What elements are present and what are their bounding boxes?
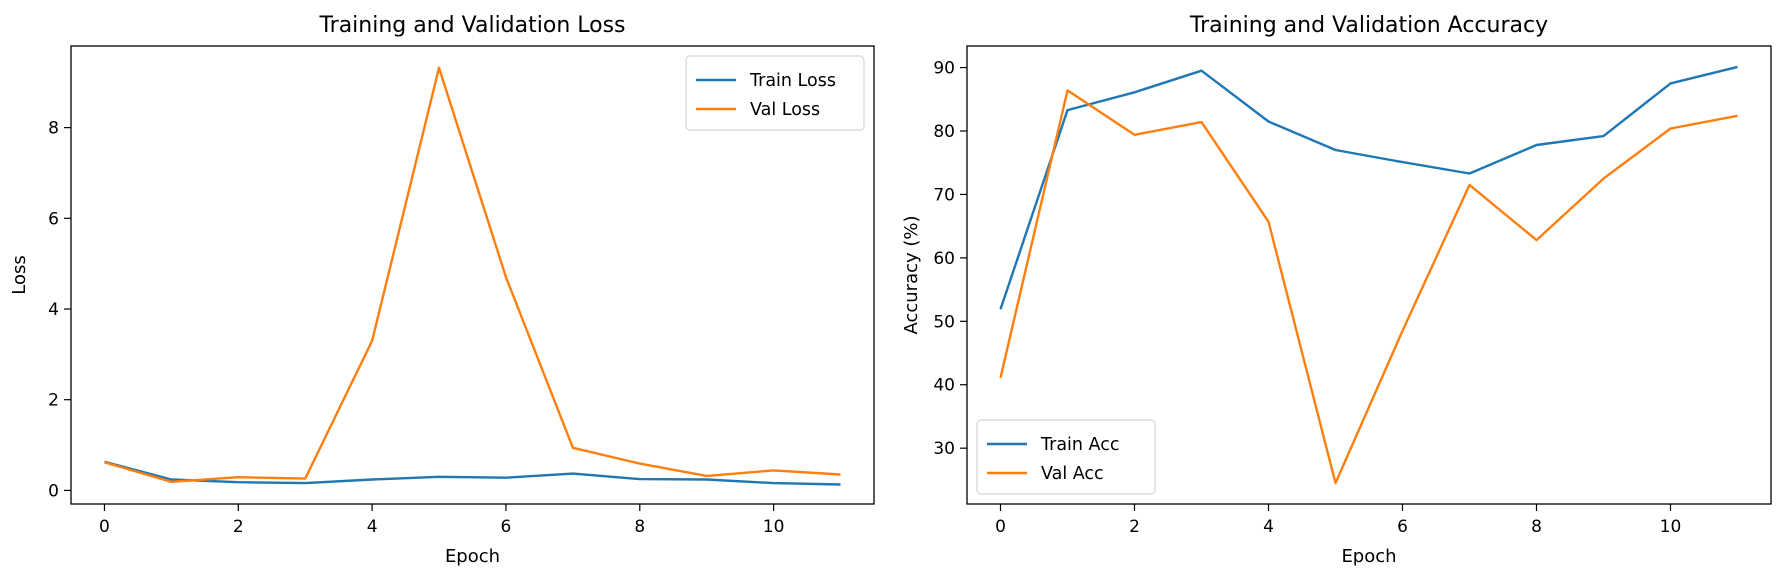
loss-x-axis-label: Epoch [445, 546, 500, 567]
accuracy-chart: Training and Validation Accuracy Epoch Acc… [901, 13, 1772, 567]
val-acc-line [999, 89, 1738, 485]
loss-y-tick-label: 4 [48, 300, 59, 320]
accuracy-x-tick-label: 6 [1397, 517, 1408, 537]
accuracy-x-tick-label: 8 [1531, 517, 1542, 537]
loss-x-tick-label: 2 [233, 517, 244, 537]
loss-chart-title: Training and Validation Loss [318, 13, 625, 38]
train-acc-legend-label: Train Acc [1040, 435, 1119, 455]
accuracy-y-tick-label: 60 [933, 249, 955, 269]
accuracy-x-tick-label: 0 [995, 517, 1006, 537]
accuracy-chart-title: Training and Validation Accuracy [1189, 13, 1548, 38]
loss-x-tick-label: 10 [763, 517, 785, 537]
accuracy-y-tick-label: 80 [933, 122, 955, 142]
accuracy-y-tick-label: 50 [933, 312, 955, 332]
loss-y-tick-label: 2 [48, 391, 59, 411]
loss-x-tick-label: 8 [634, 517, 645, 537]
loss-y-axis-label: Loss [9, 255, 30, 294]
loss-y-tick-label: 8 [48, 119, 59, 139]
accuracy-y-tick-label: 40 [933, 376, 955, 396]
train-loss-line [104, 460, 841, 486]
loss-y-tick-label: 0 [48, 481, 59, 501]
accuracy-legend-box [976, 419, 1156, 495]
accuracy-x-axis-label: Epoch [1341, 546, 1396, 567]
accuracy-y-tick-label: 30 [933, 439, 955, 459]
loss-x-tick-label: 0 [99, 517, 110, 537]
loss-legend: Train Loss Val Loss [685, 55, 865, 131]
val-acc-legend-label: Val Acc [1041, 464, 1104, 484]
accuracy-y-axis-label: Accuracy (%) [901, 215, 922, 334]
loss-chart: Training and Validation Loss Epoch Loss 0 2 4… [9, 13, 875, 567]
accuracy-y-tick-label: 70 [933, 185, 955, 205]
val-loss-legend-label: Val Loss [750, 100, 820, 120]
loss-y-tick-label: 6 [48, 209, 59, 229]
train-loss-legend-label: Train Loss [749, 71, 836, 91]
accuracy-x-tick-label: 2 [1129, 517, 1140, 537]
loss-x-tick-label: 4 [367, 517, 378, 537]
val-loss-line [104, 66, 841, 483]
train-acc-line [999, 65, 1738, 310]
accuracy-y-tick-label: 90 [933, 59, 955, 79]
loss-legend-box [685, 55, 865, 131]
accuracy-x-tick-label: 4 [1263, 517, 1274, 537]
loss-x-tick-label: 6 [501, 517, 512, 537]
accuracy-x-tick-label: 10 [1660, 517, 1682, 537]
accuracy-plot-frame [966, 45, 1772, 505]
accuracy-legend: Train Acc Val Acc [976, 419, 1156, 495]
loss-plot-frame [70, 45, 875, 505]
